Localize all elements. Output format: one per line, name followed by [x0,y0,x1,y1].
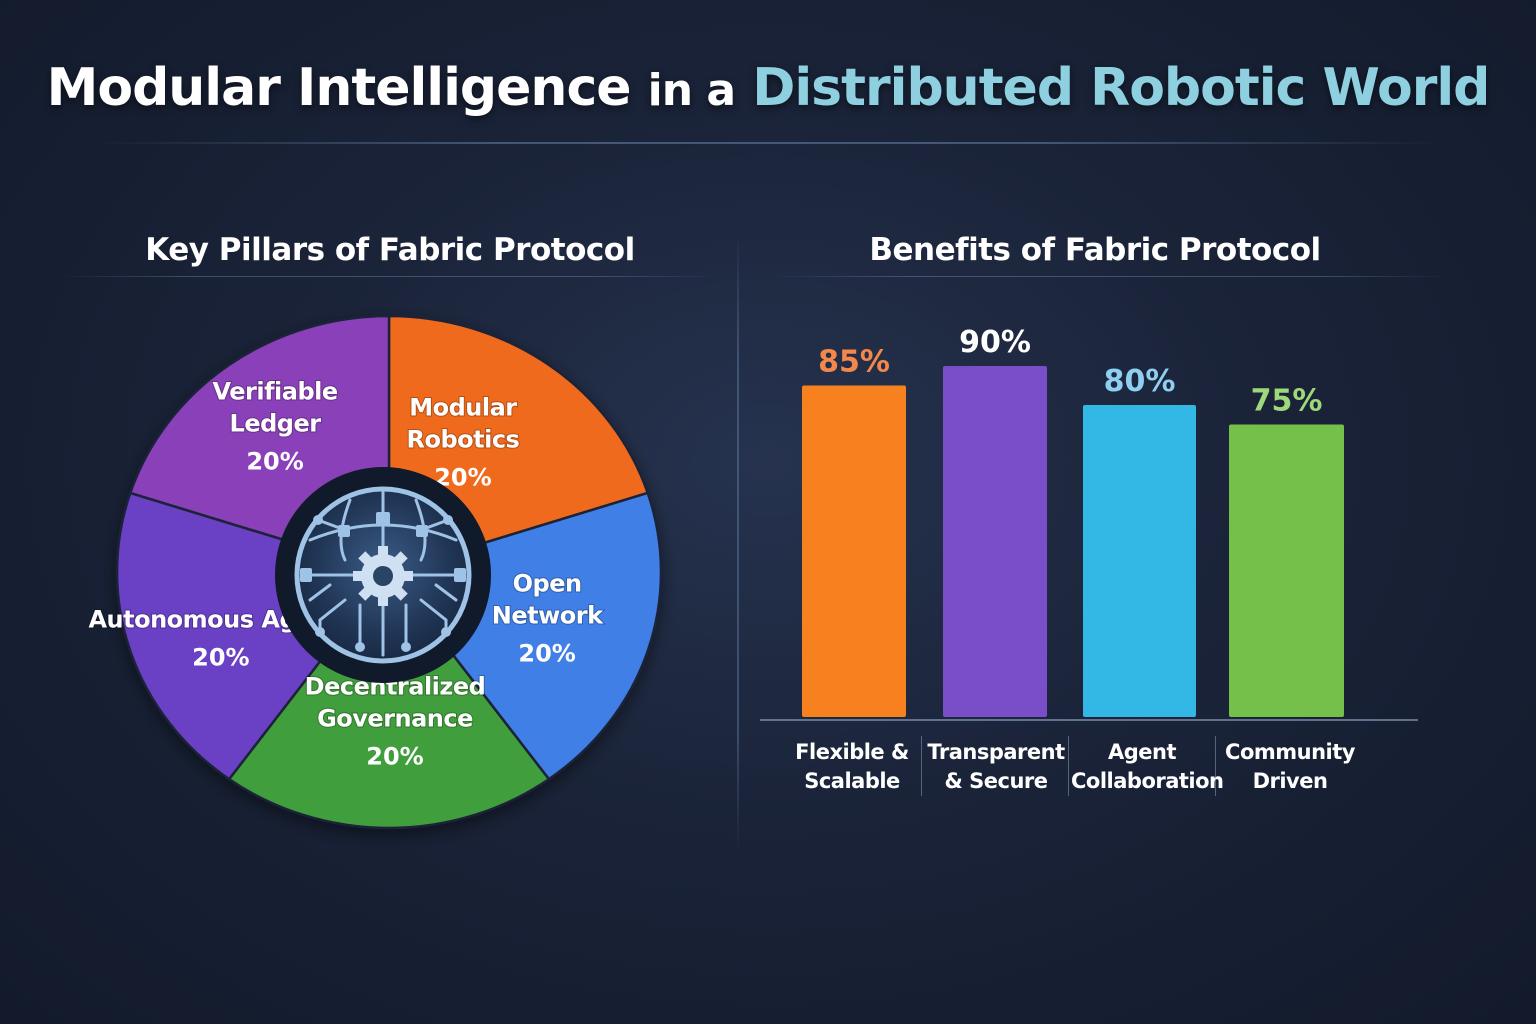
bar-0 [802,385,906,717]
pie-slice-value-1: 20% [518,639,575,667]
bar-2 [1083,405,1196,717]
title-part-1: Modular Intelligence [46,58,632,118]
main-title: Modular Intelligence in a Distributed Ro… [0,58,1536,118]
bar-value-label-3: 75% [1251,384,1323,419]
pie-slice-label-2: Decentralized Governance [305,672,486,732]
pie-slice-value-2: 20% [366,742,423,770]
bar-value-label-0: 85% [818,345,890,380]
category-separator [921,736,922,796]
pie-slice-value-3: 20% [192,643,249,671]
pie-labels: Modular Robotics 20% Open Network 20% Decentra… [87,376,605,770]
pie-slice-label-4: Verifiable Ledger [213,377,338,437]
pie-slice-2 [227,569,551,830]
bar-chart: 85% 90% 80% 75% [802,325,1344,717]
bar-3 [1229,424,1344,717]
bar-category-label-2: Agent Collaboration [1071,740,1224,793]
title-part-2: in a [647,65,736,116]
category-separator [1215,736,1216,796]
title-part-3: Distributed Robotic World [752,58,1490,118]
panel-divider [737,232,739,852]
bar-1 [943,366,1047,717]
category-separator [1068,736,1069,796]
pie-slice-value-4: 20% [246,447,303,475]
bar-category-label-1: Transparent & Secure [927,740,1065,793]
pie-slice-label-0: Modular Robotics [406,393,519,453]
title-divider [90,142,1446,144]
bar-value-label-1: 90% [959,325,1031,360]
pie-title-rule [60,276,720,277]
bar-value-label-2: 80% [1104,364,1176,399]
pie-slice-label-1: Open Network [492,569,604,629]
bar-category-label-3: Community Driven [1225,740,1355,793]
bar-category-label-0: Flexible & Scalable [795,740,909,793]
bar-title-rule [770,276,1450,277]
bar-chart-title: Benefits of Fabric Protocol [869,232,1321,268]
circuit-globe-gear-icon [275,467,491,683]
pie-chart-title: Key Pillars of Fabric Protocol [145,232,635,268]
